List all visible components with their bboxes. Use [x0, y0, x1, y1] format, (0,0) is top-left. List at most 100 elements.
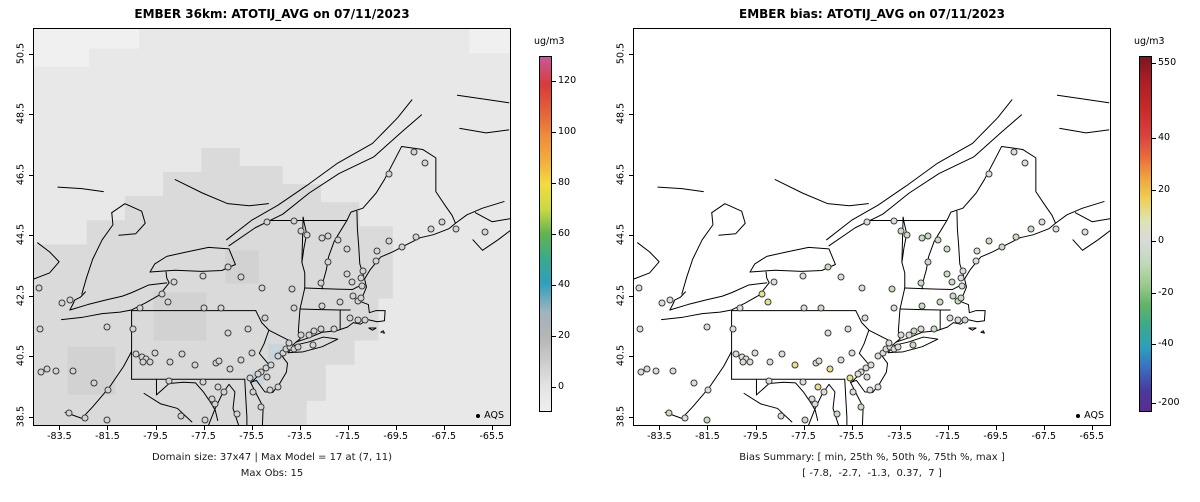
aqs-site-marker — [897, 331, 905, 339]
aqs-site-marker — [224, 263, 232, 271]
aqs-site-marker — [354, 316, 362, 324]
aqs-site-marker — [751, 349, 759, 357]
x-tick-label: -75.5 — [239, 431, 264, 442]
aqs-site-marker — [879, 349, 887, 357]
colorbar-tick-label: 80 — [558, 177, 571, 189]
aqs-site-marker — [438, 218, 446, 226]
y-axis-tick — [629, 416, 633, 418]
x-tick-label: -83.5 — [647, 431, 672, 442]
aqs-site-marker — [35, 284, 43, 292]
aqs-site-marker — [224, 329, 232, 337]
aqs-site-marker — [427, 225, 435, 233]
aqs-site-marker — [905, 331, 913, 339]
aqs-site-marker — [635, 284, 643, 292]
aqs-site-marker — [948, 278, 956, 286]
y-axis-tick — [629, 295, 633, 297]
aqs-site-marker — [142, 355, 150, 363]
x-axis-tick — [659, 426, 661, 430]
colorbar-tick — [552, 81, 556, 83]
aqs-site-marker — [658, 299, 665, 307]
aqs-site-marker — [943, 270, 951, 278]
aqs-site-marker — [262, 364, 270, 372]
aqs-site-marker — [336, 298, 344, 306]
aqs-site-marker — [765, 377, 773, 385]
aqs-site-marker — [274, 383, 282, 391]
colorbar-tick-label: 40 — [558, 278, 571, 290]
y-tick-label: 40.5 — [15, 345, 27, 367]
aqs-site-marker — [888, 285, 896, 293]
y-axis-tick — [629, 235, 633, 237]
y-axis-tick — [29, 356, 33, 358]
bias-colorbar — [1139, 56, 1152, 412]
aqs-site-marker — [866, 386, 874, 394]
aqs-site-marker — [703, 416, 711, 424]
caption-max-obs: Max Obs: 15 — [240, 468, 304, 479]
aqs-site-marker — [854, 370, 862, 378]
aqs-site-marker — [973, 247, 981, 255]
aqs-site-marker — [862, 364, 870, 372]
x-axis-tick — [107, 426, 109, 430]
aqs-site-marker — [885, 339, 893, 347]
aqs-site-marker — [936, 298, 944, 306]
aqs-site-marker — [681, 414, 689, 422]
colorbar-tick — [552, 284, 556, 286]
aqs-site-marker — [357, 294, 364, 302]
x-axis-tick — [347, 426, 349, 430]
aqs-site-marker — [1038, 218, 1046, 226]
x-tick-label: -77.5 — [191, 431, 216, 442]
colorbar-tick-label: 0 — [558, 380, 565, 392]
x-tick-label: -67.5 — [431, 431, 457, 442]
x-tick-label: -67.5 — [1031, 431, 1057, 442]
aqs-site-marker — [151, 349, 159, 357]
x-tick-label: -69.5 — [983, 431, 1008, 442]
aqs-site-marker — [820, 388, 828, 396]
x-tick-label: -83.5 — [47, 431, 72, 442]
aqs-site-marker — [934, 236, 942, 244]
aqs-site-marker — [290, 217, 298, 225]
aqs-site-marker — [208, 395, 216, 403]
aqs-site-marker — [636, 325, 644, 333]
y-axis-tick — [29, 295, 33, 297]
aqs-site-marker — [248, 349, 256, 357]
aqs-site-marker — [481, 228, 489, 236]
aqs-site-marker — [310, 327, 318, 335]
aqs-site-marker — [703, 323, 711, 331]
x-axis-tick — [491, 426, 493, 430]
aqs-site-marker — [824, 329, 832, 337]
aqs-site-marker — [81, 414, 89, 422]
aqs-site-marker — [909, 341, 917, 349]
aqs-site-marker — [957, 274, 964, 282]
aqs-site-marker — [890, 217, 898, 225]
x-tick-label: -75.5 — [839, 431, 864, 442]
aqs-site-marker — [1010, 148, 1018, 156]
x-tick-label: -79.5 — [743, 431, 768, 442]
colorbar-tick-label: -200 — [1158, 397, 1180, 409]
aqs-site-marker — [146, 358, 154, 366]
aqs-site-marker — [924, 232, 932, 240]
aqs-site-marker — [324, 258, 332, 266]
aqs-site-marker — [863, 218, 871, 226]
aqs-site-marker — [58, 299, 65, 307]
aqs-site-marker — [359, 267, 367, 275]
y-tick-label: 50.5 — [615, 42, 627, 64]
y-tick-label: 50.5 — [15, 42, 27, 64]
aqs-site-marker — [844, 325, 852, 333]
aqs-site-marker — [1021, 159, 1029, 167]
aqs-site-marker — [178, 350, 186, 358]
y-tick-label: 46.5 — [15, 163, 27, 185]
aqs-site-marker — [742, 355, 750, 363]
aqs-site-marker — [704, 386, 712, 394]
aqs-site-marker — [305, 331, 313, 339]
aqs-site-marker — [452, 225, 460, 233]
y-tick-label: 38.5 — [15, 405, 27, 427]
aqs-site-marker — [103, 323, 111, 331]
aqs-site-marker — [136, 304, 144, 312]
aqs-site-marker — [297, 331, 305, 339]
x-tick-label: -71.5 — [935, 431, 960, 442]
aqs-site-marker — [226, 365, 234, 373]
aqs-site-marker — [90, 379, 98, 387]
y-axis-tick — [29, 416, 33, 418]
aqs-site-marker — [924, 258, 932, 266]
aqs-site-marker — [874, 383, 882, 391]
aqs-site-marker — [200, 304, 208, 312]
